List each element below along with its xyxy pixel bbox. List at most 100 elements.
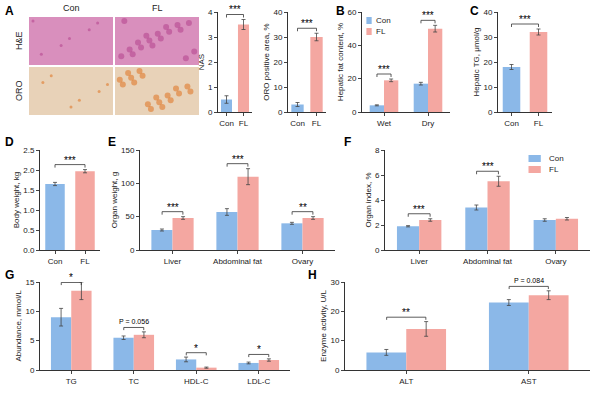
svg-text:Organ weight, g: Organ weight, g	[110, 172, 119, 228]
svg-text:10: 10	[273, 83, 282, 92]
svg-text:1: 1	[208, 83, 213, 92]
svg-text:Con: Con	[48, 257, 63, 266]
svg-text:15: 15	[25, 278, 34, 287]
svg-text:***: ***	[64, 155, 76, 166]
svg-text:FL: FL	[239, 119, 249, 128]
svg-text:AST: AST	[521, 377, 537, 386]
svg-text:P = 0.056: P = 0.056	[119, 318, 149, 325]
svg-text:10: 10	[330, 336, 339, 345]
svg-text:HDL-C: HDL-C	[184, 377, 209, 386]
svg-text:0: 0	[488, 108, 493, 117]
svg-text:Dry: Dry	[422, 119, 434, 128]
svg-text:Body weight, kg: Body weight, kg	[12, 172, 21, 228]
svg-text:Liver: Liver	[164, 257, 182, 266]
svg-text:0.5: 0.5	[23, 226, 35, 235]
svg-text:3: 3	[208, 33, 213, 42]
svg-text:2: 2	[375, 221, 380, 230]
svg-text:ORO: ORO	[14, 80, 24, 101]
svg-text:C: C	[470, 4, 479, 18]
svg-text:40: 40	[483, 8, 492, 17]
svg-text:LDL-C: LDL-C	[247, 377, 270, 386]
svg-text:***: ***	[413, 204, 425, 215]
svg-text:Ovary: Ovary	[292, 257, 313, 266]
svg-text:FL: FL	[80, 257, 90, 266]
svg-text:50: 50	[125, 212, 134, 221]
svg-text:***: ***	[167, 202, 179, 213]
svg-text:***: ***	[229, 4, 241, 15]
svg-text:FL: FL	[152, 3, 163, 13]
svg-text:B: B	[336, 4, 345, 18]
svg-text:Con: Con	[219, 119, 234, 128]
svg-text:4: 4	[208, 8, 213, 17]
svg-text:***: ***	[519, 14, 531, 25]
svg-text:2.0: 2.0	[23, 166, 35, 175]
svg-text:G: G	[5, 268, 14, 282]
svg-text:1.0: 1.0	[23, 206, 35, 215]
svg-text:20: 20	[330, 307, 339, 316]
svg-text:8: 8	[375, 146, 380, 155]
svg-text:0: 0	[375, 246, 380, 255]
svg-text:0: 0	[352, 108, 357, 117]
svg-text:Con: Con	[290, 119, 305, 128]
svg-text:Hepatic fat content, %: Hepatic fat content, %	[336, 23, 345, 101]
svg-text:Enzyme activity, U/L: Enzyme activity, U/L	[319, 290, 328, 362]
svg-text:100: 100	[121, 179, 135, 188]
svg-text:Con: Con	[63, 3, 80, 13]
svg-text:TG: TG	[66, 377, 77, 386]
svg-text:Ovary: Ovary	[545, 257, 566, 266]
svg-text:Con: Con	[549, 154, 564, 163]
svg-text:FL: FL	[376, 27, 386, 36]
svg-text:NAS: NAS	[197, 54, 206, 70]
svg-text:40: 40	[347, 41, 356, 50]
svg-text:**: **	[402, 307, 410, 318]
svg-text:*: *	[194, 343, 198, 354]
svg-text:*: *	[69, 272, 73, 283]
svg-text:60: 60	[347, 8, 356, 17]
svg-text:30: 30	[330, 278, 339, 287]
svg-text:FL: FL	[549, 165, 559, 174]
svg-text:1.5: 1.5	[23, 186, 35, 195]
svg-text:***: ***	[232, 154, 244, 165]
svg-text:20: 20	[483, 58, 492, 67]
svg-text:FL: FL	[312, 119, 322, 128]
svg-text:2.5: 2.5	[23, 146, 35, 155]
svg-text:Con: Con	[376, 16, 391, 25]
svg-text:20: 20	[273, 58, 282, 67]
svg-text:40: 40	[273, 8, 282, 17]
svg-text:**: **	[299, 202, 307, 213]
svg-text:6: 6	[375, 171, 380, 180]
svg-text:Organ index, %: Organ index, %	[364, 172, 373, 227]
svg-text:Hepatic TG, μmol/g: Hepatic TG, μmol/g	[472, 28, 481, 97]
svg-text:0: 0	[30, 366, 35, 375]
svg-text:0: 0	[208, 108, 213, 117]
svg-text:150: 150	[121, 146, 135, 155]
svg-text:A: A	[5, 4, 14, 18]
svg-text:E: E	[108, 135, 116, 149]
svg-text:ALT: ALT	[399, 377, 413, 386]
svg-text:F: F	[344, 135, 351, 149]
svg-text:Abundance, mmol/L: Abundance, mmol/L	[14, 290, 23, 362]
svg-text:10: 10	[483, 83, 492, 92]
svg-text:30: 30	[273, 33, 282, 42]
svg-text:Con: Con	[504, 119, 519, 128]
svg-text:0.0: 0.0	[23, 246, 35, 255]
svg-text:4: 4	[375, 196, 380, 205]
svg-text:20: 20	[347, 74, 356, 83]
svg-text:10: 10	[25, 307, 34, 316]
svg-text:FL: FL	[534, 119, 544, 128]
svg-text:Abdominal fat: Abdominal fat	[213, 257, 263, 266]
svg-text:0: 0	[278, 108, 283, 117]
svg-text:Abdominal fat: Abdominal fat	[463, 257, 513, 266]
svg-text:D: D	[5, 135, 14, 149]
svg-text:***: ***	[301, 18, 313, 29]
svg-text:H&E: H&E	[14, 31, 24, 50]
svg-text:Wet: Wet	[377, 119, 392, 128]
svg-text:2: 2	[208, 58, 213, 67]
svg-text:P = 0.084: P = 0.084	[514, 277, 544, 284]
svg-text:Liver: Liver	[410, 257, 428, 266]
svg-text:ORO positive area, %: ORO positive area, %	[262, 23, 271, 100]
svg-text:TC: TC	[128, 377, 139, 386]
svg-text:0: 0	[130, 246, 135, 255]
svg-text:***: ***	[422, 10, 434, 21]
svg-text:*: *	[257, 344, 261, 355]
